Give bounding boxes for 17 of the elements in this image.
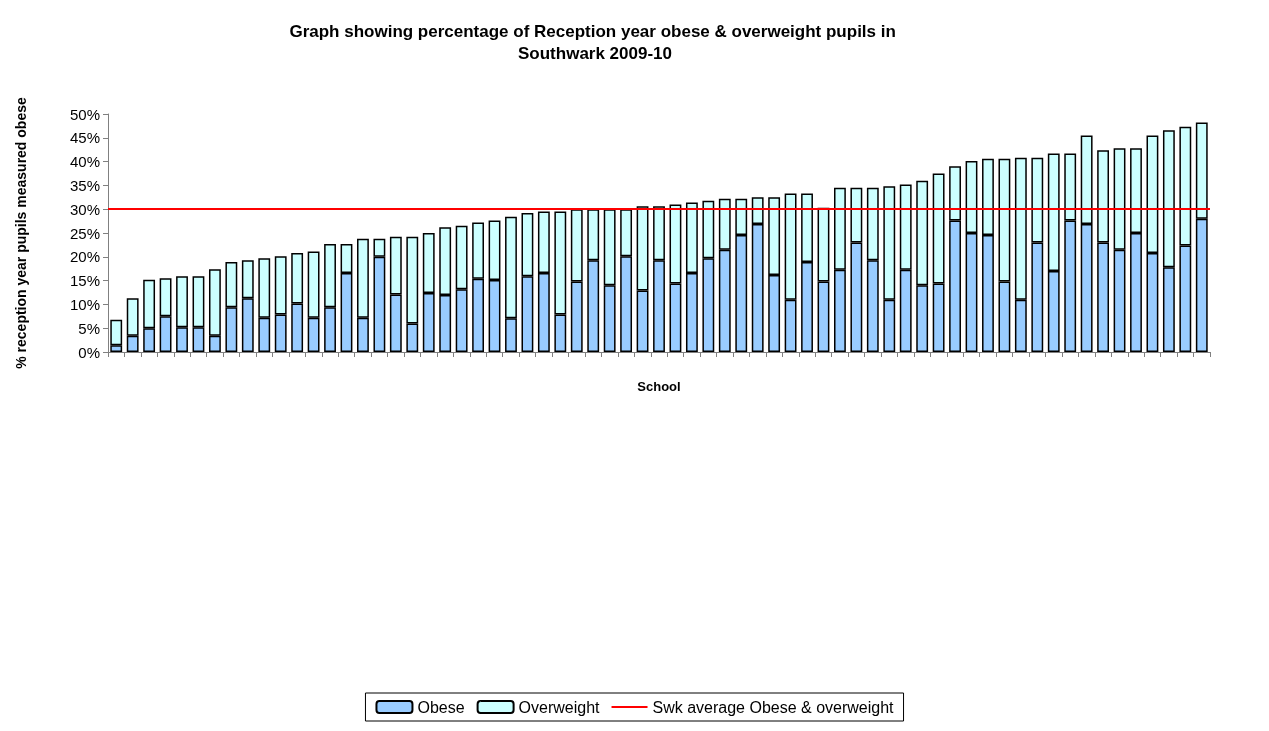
y-tick-label: 5% xyxy=(78,319,100,337)
legend-label: Swk average Obese & overweight xyxy=(652,698,895,716)
y-tick-label: 20% xyxy=(69,248,100,266)
y-axis-title: % reception year pupils measured obese xyxy=(13,97,29,369)
y-tick-label: 25% xyxy=(69,224,100,242)
legend-label: Overweight xyxy=(518,698,601,716)
y-tick-label: 45% xyxy=(69,129,100,147)
chart-title: Graph showing percentage of Reception year obese & overweight pupils in Southwark 2009-10 xyxy=(289,21,901,63)
y-tick-label: 35% xyxy=(69,176,100,194)
y-tick-label: 15% xyxy=(69,272,100,290)
y-tick-label: 50% xyxy=(69,105,100,123)
y-tick-label: 40% xyxy=(69,153,100,171)
y-tick-label: 30% xyxy=(69,200,100,218)
y-tick-label: 0% xyxy=(78,343,100,361)
y-tick-label: 10% xyxy=(69,295,100,313)
legend-label: Obese xyxy=(417,698,465,716)
x-axis-title: School xyxy=(637,379,681,394)
